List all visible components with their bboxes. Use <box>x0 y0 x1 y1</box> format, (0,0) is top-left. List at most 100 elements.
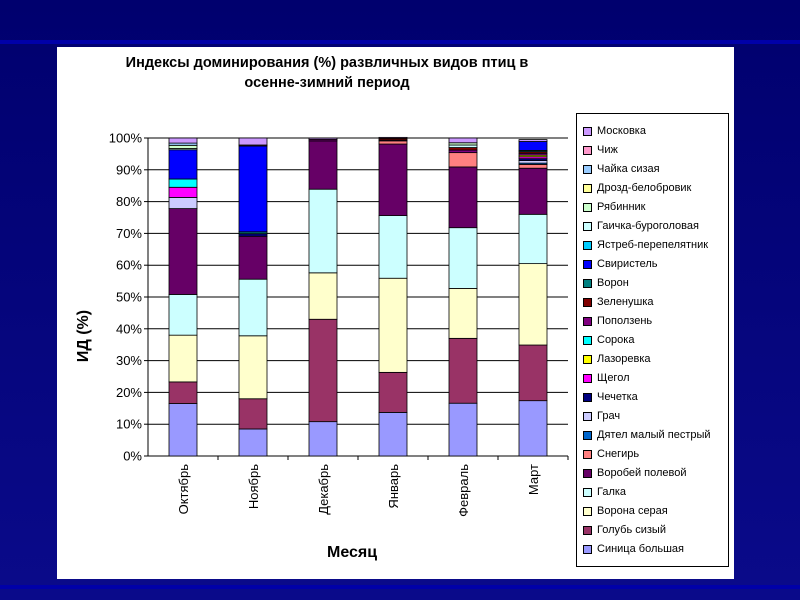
legend-label: Ворона серая <box>597 505 668 517</box>
bar-segment <box>518 400 548 457</box>
legend-label: Дрозд-белобровик <box>597 182 692 194</box>
bar-segment <box>448 402 478 457</box>
legend-swatch <box>583 335 592 345</box>
bar-segment <box>308 272 338 320</box>
legend-label: Ворон <box>597 277 629 289</box>
x-tick-label: Март <box>526 464 541 495</box>
y-tick-label: 20% <box>116 385 142 400</box>
y-tick-label: 50% <box>116 290 142 305</box>
legend-item: Гаичка-буроголовая <box>583 217 699 235</box>
legend-label: Ястреб-перепелятник <box>597 239 709 251</box>
legend-label: Гаичка-буроголовая <box>597 220 699 232</box>
bar-segment <box>378 277 408 373</box>
y-tick-label: 10% <box>116 417 142 432</box>
y-tick-label: 30% <box>116 353 142 368</box>
chart-legend: Московка Чиж Чайка сизая Дрозд-белобровик Ря… <box>576 113 729 567</box>
chart-title-line-2: осенне-зимний период <box>244 75 410 91</box>
legend-swatch <box>583 278 592 288</box>
bar-segment <box>448 227 478 289</box>
legend-item: Ворон <box>583 274 629 292</box>
bar-segment <box>168 149 198 180</box>
bar-segment <box>238 137 268 146</box>
legend-swatch <box>583 468 592 478</box>
legend-label: Снегирь <box>597 448 640 460</box>
bar-segment <box>518 344 548 402</box>
legend-item: Дрозд-белобровик <box>583 179 691 197</box>
legend-swatch <box>583 164 592 174</box>
bar-segment <box>518 213 548 265</box>
legend-label: Лазоревка <box>597 353 651 365</box>
bar-segment <box>238 278 268 337</box>
legend-item: Щегол <box>583 369 630 387</box>
y-tick-label: 60% <box>116 258 142 273</box>
legend-swatch <box>583 126 592 136</box>
legend-item: Зеленушка <box>583 293 654 311</box>
legend-swatch <box>583 544 592 554</box>
legend-swatch <box>583 145 592 155</box>
legend-label: Московка <box>597 125 646 137</box>
legend-item: Чиж <box>583 141 618 159</box>
legend-label: Синица большая <box>597 543 685 555</box>
legend-label: Чиж <box>597 144 618 156</box>
bar-segment <box>238 145 268 233</box>
y-tick-label: 90% <box>116 162 142 177</box>
bar-segment <box>308 137 338 140</box>
x-tick-label: Ноябрь <box>246 464 261 509</box>
legend-swatch <box>583 411 592 421</box>
legend-label: Свиристель <box>597 258 658 270</box>
bar-segment <box>308 318 338 423</box>
bar-segment <box>378 136 408 139</box>
legend-swatch <box>583 430 592 440</box>
legend-label: Грач <box>597 410 621 422</box>
bar-segment <box>168 197 198 209</box>
legend-item: Грач <box>583 407 620 425</box>
bar-segment <box>378 371 408 413</box>
legend-label: Галка <box>597 486 627 498</box>
bar-segment <box>378 140 408 145</box>
y-tick-label: 40% <box>116 321 142 336</box>
legend-item: Снегирь <box>583 445 639 463</box>
bar-segment <box>308 188 338 274</box>
legend-swatch <box>583 373 592 383</box>
legend-item: Воробей полевой <box>583 464 687 482</box>
y-tick-label: 100% <box>109 131 143 146</box>
y-tick-label: 70% <box>116 226 142 241</box>
legend-item: Московка <box>583 122 646 140</box>
legend-swatch <box>583 316 592 326</box>
legend-item: Галка <box>583 483 626 501</box>
bar-segment <box>518 163 548 169</box>
legend-item: Поползень <box>583 312 652 330</box>
bar-segment <box>168 334 198 383</box>
bar-segment <box>238 235 268 280</box>
legend-swatch <box>583 354 592 364</box>
bar-segment <box>238 335 268 400</box>
chart-title: Индексы доминирования (%) развличных вид… <box>77 53 577 93</box>
bar-segment <box>448 166 478 229</box>
bar-segment <box>168 208 198 295</box>
legend-swatch <box>583 259 592 269</box>
legend-swatch <box>583 392 592 402</box>
bar-segment <box>448 137 478 144</box>
bar-segment <box>168 178 198 188</box>
legend-item: Ястреб-перепелятник <box>583 236 708 254</box>
bar-segment <box>378 412 408 457</box>
legend-swatch <box>583 506 592 516</box>
chart-title-line-1: Индексы доминирования (%) развличных вид… <box>125 55 529 71</box>
legend-item: Сорока <box>583 331 634 349</box>
x-tick-label: Февраль <box>456 464 471 517</box>
x-tick-label: Октябрь <box>176 464 191 515</box>
legend-label: Зеленушка <box>597 296 654 308</box>
legend-label: Сорока <box>597 334 635 346</box>
legend-item: Рябинник <box>583 198 645 216</box>
legend-swatch <box>583 449 592 459</box>
x-tick-label: Январь <box>386 464 401 509</box>
chart-plot: 0% 10% 20% 30% 40% 50% 60% 70% 80% 90% 100% Октябрь… <box>109 131 569 517</box>
bar-segment <box>308 421 338 457</box>
top-divider-line <box>0 40 800 44</box>
legend-swatch <box>583 202 592 212</box>
bar-segment <box>168 137 198 144</box>
legend-item: Чайка сизая <box>583 160 660 178</box>
legend-swatch <box>583 240 592 250</box>
legend-item: Чечетка <box>583 388 638 406</box>
